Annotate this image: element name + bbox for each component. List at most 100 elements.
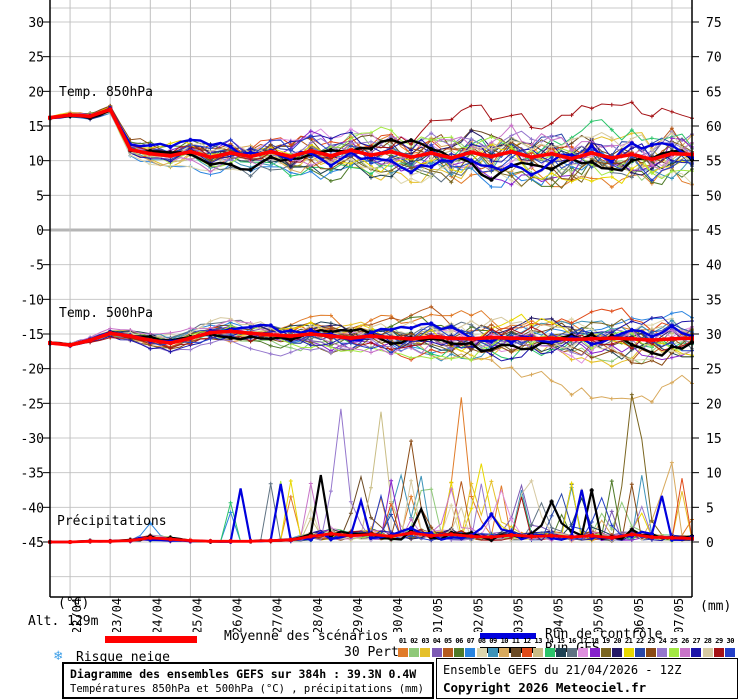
pert-swatch: 18 — [589, 637, 600, 657]
svg-text:20: 20 — [706, 397, 722, 412]
svg-text:23/04: 23/04 — [110, 598, 124, 632]
pert-swatch: 15 — [555, 637, 566, 657]
pert-color-square — [578, 648, 589, 657]
pert-color-square — [567, 648, 578, 657]
pert-color-square — [499, 648, 510, 657]
pert-swatch: 05 — [442, 637, 453, 657]
pert-color-square — [646, 648, 657, 657]
svg-text:24/04: 24/04 — [150, 598, 164, 632]
svg-text:25: 25 — [706, 363, 722, 378]
pert-color-square — [488, 648, 499, 657]
svg-text:55: 55 — [706, 155, 722, 170]
svg-text:04/05: 04/05 — [552, 598, 566, 632]
svg-text:25: 25 — [28, 51, 44, 66]
pert-swatch: 19 — [600, 637, 611, 657]
pert-swatch: 25 — [668, 637, 679, 657]
svg-text:-25: -25 — [21, 397, 44, 412]
pert-color-square — [657, 648, 668, 657]
pert-color-square — [725, 648, 736, 657]
pert-number: 21 — [624, 637, 633, 645]
pert-color-square — [668, 648, 679, 657]
svg-text:-5: -5 — [28, 259, 44, 274]
legend-control-swatch — [480, 633, 536, 639]
legend-control-label: Run de contrôle — [545, 627, 663, 642]
pert-number: 05 — [444, 637, 452, 645]
pert-swatch: 10 — [499, 637, 510, 657]
pert-number: 28 — [703, 637, 712, 645]
pert-swatch: 27 — [691, 637, 702, 657]
pert-color-square — [476, 648, 487, 657]
svg-text:-30: -30 — [21, 432, 44, 447]
pert-number: 07 — [466, 637, 475, 645]
pert-number: 26 — [681, 637, 689, 645]
legend-mean-label: Moyenne des scénarios — [224, 629, 389, 644]
svg-text:60: 60 — [706, 120, 722, 135]
svg-text:02/05: 02/05 — [471, 598, 485, 632]
pert-number: 29 — [715, 637, 723, 645]
run-info-box: Ensemble GEFS du 21/04/2026 - 12Z Copyri… — [436, 658, 738, 699]
unit-mm-label: (mm) — [700, 599, 732, 614]
pert-swatch: 01 — [397, 637, 408, 657]
pert-swatch: 04 — [431, 637, 442, 657]
pert-swatch: 13 — [533, 637, 544, 657]
pert-color-square — [510, 648, 521, 657]
pert-color-square — [533, 648, 544, 657]
pert-number: 14 — [545, 637, 554, 645]
pert-number: 12 — [523, 637, 531, 645]
pert-color-square — [702, 648, 713, 657]
pert-swatch: 11 — [510, 637, 521, 657]
diagram-subtitle: Températures 850hPa et 500hPa (°C) , pré… — [70, 683, 425, 695]
pert-swatch: 08 — [476, 637, 487, 657]
pert-number: 04 — [432, 637, 441, 645]
svg-text:05/05: 05/05 — [592, 598, 606, 632]
pert-swatch: 24 — [657, 637, 668, 657]
svg-text:26/04: 26/04 — [231, 598, 245, 632]
pert-number: 09 — [489, 637, 497, 645]
svg-text:29/04: 29/04 — [351, 598, 365, 632]
pert-swatch: 23 — [646, 637, 657, 657]
pert-color-square — [634, 648, 645, 657]
pert-color-square — [442, 648, 453, 657]
svg-text:50: 50 — [706, 189, 722, 204]
pert-swatch: 09 — [487, 637, 499, 657]
svg-text:-20: -20 — [21, 363, 44, 378]
svg-text:-15: -15 — [21, 328, 44, 343]
svg-text:06/05: 06/05 — [632, 598, 646, 632]
pert-color-square — [589, 648, 600, 657]
svg-text:10: 10 — [706, 467, 722, 482]
svg-text:30: 30 — [706, 328, 722, 343]
pert-color-square — [397, 648, 408, 657]
pert-swatch: 16 — [566, 637, 578, 657]
pert-color-square — [555, 648, 566, 657]
pert-number: 27 — [692, 637, 701, 645]
run-info: Ensemble GEFS du 21/04/2026 - 12Z — [443, 663, 682, 677]
svg-text:5: 5 — [706, 501, 714, 516]
pert-color-square — [408, 648, 419, 657]
pert-swatch: 29 — [713, 637, 724, 657]
pert-color-square — [454, 648, 465, 657]
ensemble-chart-plot: 22/04 23/04 24/04 25/04 26/04 27/04 28/04 29/04… — [21, 0, 722, 632]
svg-text:25/04: 25/04 — [190, 598, 204, 632]
pert-number: 30 — [726, 637, 735, 645]
pert-number: 06 — [455, 637, 463, 645]
pert-swatch: 12 — [521, 637, 532, 657]
svg-text:-35: -35 — [21, 467, 44, 482]
svg-text:03/05: 03/05 — [511, 598, 525, 632]
svg-text:28/04: 28/04 — [311, 598, 325, 632]
pert-number: 11 — [511, 637, 520, 645]
svg-text:-45: -45 — [21, 536, 44, 551]
pert-color-square — [623, 648, 634, 657]
svg-text:30/04: 30/04 — [391, 598, 405, 632]
pert-number: 03 — [421, 637, 430, 645]
svg-text:10: 10 — [28, 155, 44, 170]
svg-text:27/04: 27/04 — [271, 598, 285, 632]
svg-text:45: 45 — [706, 224, 722, 239]
pert-swatch: 20 — [612, 637, 623, 657]
pert-number: 15 — [557, 637, 565, 645]
pert-color-square — [420, 648, 431, 657]
pert-swatch: 30 — [725, 637, 736, 657]
svg-text:75: 75 — [706, 16, 722, 31]
svg-text:22/04: 22/04 — [70, 598, 84, 632]
diagram-title: Diagramme des ensembles GEFS sur 384h : … — [70, 667, 417, 681]
